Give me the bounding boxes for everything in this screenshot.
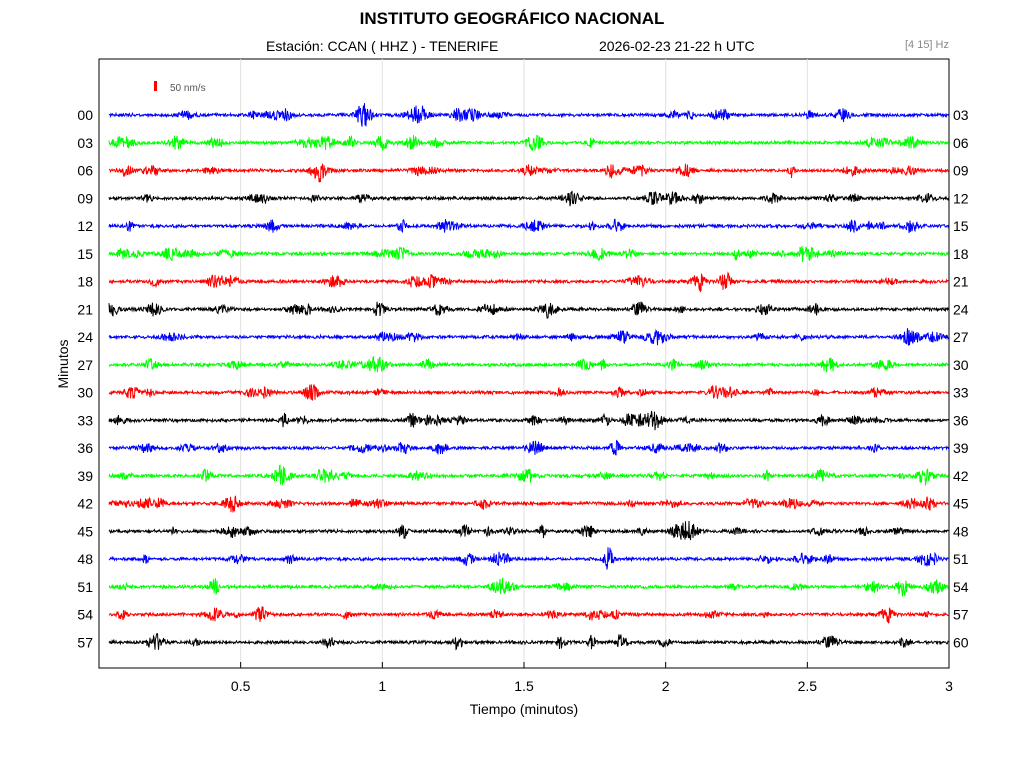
datetime-label: 2026-02-23 21-22 h UTC xyxy=(599,38,755,54)
x-tick-label: 0.5 xyxy=(231,678,251,694)
trace-06 xyxy=(108,163,949,183)
x-tick-label: 3 xyxy=(945,678,953,694)
right-label: 57 xyxy=(953,607,969,623)
right-label: 27 xyxy=(953,329,969,345)
x-axis-label: Tiempo (minutos) xyxy=(470,701,578,717)
left-label: 15 xyxy=(77,246,93,262)
trace-30 xyxy=(108,383,949,401)
trace-18 xyxy=(109,271,949,293)
right-label: 39 xyxy=(953,440,969,456)
scale-label: 50 nm/s xyxy=(170,83,206,94)
left-label: 06 xyxy=(77,163,93,179)
trace-09 xyxy=(108,190,949,207)
trace-21 xyxy=(108,301,949,319)
x-ticks: 0.5 1 1.5 2 2.5 3 xyxy=(231,662,953,694)
left-minute-labels: 00 03 06 09 12 15 18 21 24 27 30 33 36 39 42 45 48 51 54 57 xyxy=(77,107,93,650)
trace-42 xyxy=(108,495,949,513)
trace-12 xyxy=(108,218,949,233)
left-label: 03 xyxy=(77,135,93,151)
trace-57 xyxy=(108,633,949,651)
trace-24 xyxy=(108,328,949,346)
trace-03 xyxy=(108,134,949,152)
left-label: 09 xyxy=(77,190,93,206)
right-label: 15 xyxy=(953,218,969,234)
traces xyxy=(108,103,949,651)
y-axis-label: Minutos xyxy=(55,339,71,388)
trace-27 xyxy=(108,355,949,373)
scale-bar xyxy=(154,81,157,91)
left-label: 45 xyxy=(77,523,93,539)
filter-band-label: [4 15] Hz xyxy=(904,39,949,51)
right-label: 33 xyxy=(953,385,969,401)
left-label: 33 xyxy=(77,412,93,428)
right-label: 60 xyxy=(953,634,969,650)
right-label: 45 xyxy=(953,496,969,512)
left-label: 51 xyxy=(77,579,93,595)
right-label: 48 xyxy=(953,523,969,539)
left-label: 12 xyxy=(77,218,93,234)
right-label: 21 xyxy=(953,274,969,290)
trace-00 xyxy=(108,103,949,127)
right-label: 18 xyxy=(953,246,969,262)
right-label: 36 xyxy=(953,412,969,428)
left-label: 36 xyxy=(77,440,93,456)
left-label: 00 xyxy=(77,107,93,123)
right-label: 42 xyxy=(953,468,969,484)
right-label: 06 xyxy=(953,135,969,151)
trace-48 xyxy=(108,547,949,570)
chart-title: INSTITUTO GEOGRÁFICO NACIONAL xyxy=(359,9,665,28)
right-label: 54 xyxy=(953,579,969,595)
left-label: 54 xyxy=(77,607,93,623)
left-label: 39 xyxy=(77,468,93,484)
left-label: 24 xyxy=(77,329,93,345)
trace-15 xyxy=(108,245,949,263)
trace-36 xyxy=(108,439,949,456)
left-label: 57 xyxy=(77,634,93,650)
station-label: Estación: CCAN ( HHZ ) - TENERIFE xyxy=(266,38,499,54)
x-tick-label: 2.5 xyxy=(798,678,818,694)
right-label: 24 xyxy=(953,301,969,317)
left-label: 30 xyxy=(77,385,93,401)
right-label: 30 xyxy=(953,357,969,373)
left-label: 42 xyxy=(77,496,93,512)
right-label: 51 xyxy=(953,551,969,567)
trace-54 xyxy=(108,606,949,624)
right-label: 12 xyxy=(953,190,969,206)
right-label: 03 xyxy=(953,107,969,123)
trace-33 xyxy=(108,410,949,431)
left-label: 21 xyxy=(77,301,93,317)
trace-45 xyxy=(108,520,949,541)
right-minute-labels: 03 06 09 12 15 18 21 24 27 30 33 36 39 42 45 48 51 54 57 60 xyxy=(953,107,969,650)
x-tick-label: 2 xyxy=(662,678,670,694)
left-label: 27 xyxy=(77,357,93,373)
left-label: 48 xyxy=(77,551,93,567)
trace-51 xyxy=(108,577,949,597)
x-tick-label: 1 xyxy=(378,678,386,694)
right-label: 09 xyxy=(953,163,969,179)
left-label: 18 xyxy=(77,274,93,290)
x-tick-label: 1.5 xyxy=(514,678,534,694)
trace-39 xyxy=(108,464,949,486)
